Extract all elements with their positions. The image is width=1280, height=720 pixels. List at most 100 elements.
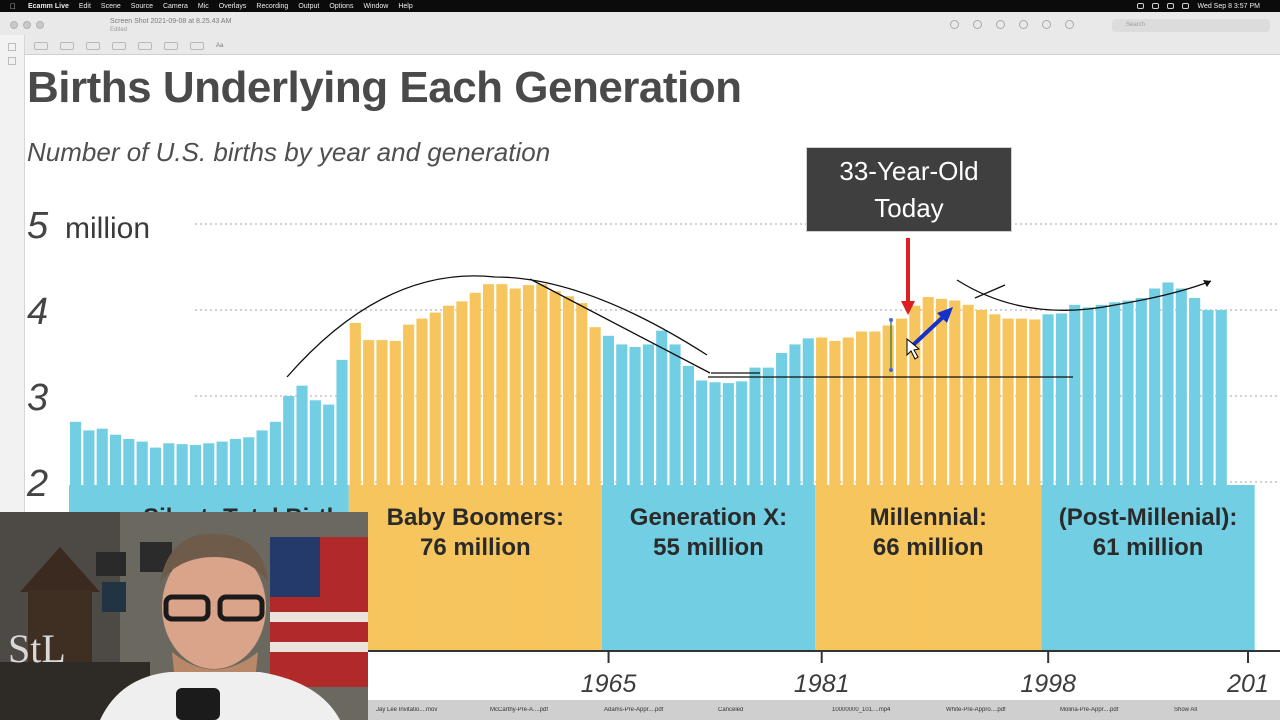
bar: [816, 337, 828, 651]
bar: [869, 331, 881, 651]
zoom-out-icon[interactable]: [950, 20, 959, 29]
bar: [629, 346, 641, 651]
bar: [456, 301, 468, 651]
wifi-icon[interactable]: [1152, 3, 1160, 9]
sidebar-back-icon[interactable]: [8, 43, 16, 51]
download-item[interactable]: 10000000_101....mp4: [832, 707, 891, 713]
control-center-icon[interactable]: [1182, 3, 1190, 9]
menu-help[interactable]: Help: [398, 2, 413, 10]
download-item[interactable]: White-Pre-Appro....pdf: [946, 707, 1006, 713]
download-item[interactable]: McCarthy-Pre-A....pdf: [490, 707, 549, 713]
markup-toggle-icon[interactable]: [1065, 20, 1074, 29]
bar: [1055, 313, 1067, 651]
markup-pen-icon[interactable]: [1019, 20, 1028, 29]
zoom-in-icon[interactable]: [973, 20, 982, 29]
bar: [443, 305, 455, 651]
bar: [776, 353, 788, 651]
download-item[interactable]: Canceled: [718, 707, 744, 713]
bar: [1162, 282, 1174, 651]
bar: [962, 304, 974, 651]
bar: [562, 296, 575, 651]
fill-color-icon[interactable]: [190, 42, 204, 50]
bar: [469, 292, 481, 651]
bar: [403, 324, 415, 651]
window-actions: [950, 20, 1074, 29]
bar: [1189, 297, 1201, 651]
x-tick-label: 1965: [581, 670, 637, 698]
spotlight-icon[interactable]: [1167, 3, 1175, 9]
bar: [949, 300, 961, 651]
bar: [935, 298, 948, 651]
bar: [749, 367, 761, 651]
annotation-lines: [286, 238, 1212, 378]
generation-label: Baby Boomers:: [387, 504, 564, 531]
generation-count-label: 76 million: [420, 534, 531, 561]
shapes-tool-icon[interactable]: [60, 42, 74, 50]
share-icon[interactable]: [996, 20, 1005, 29]
mouse-cursor-icon: [906, 337, 921, 360]
y-tick-label: 5: [27, 205, 49, 247]
apple-icon[interactable]: : [10, 2, 20, 11]
bar: [989, 314, 1001, 651]
boomer-arc-annotation: [286, 275, 708, 378]
bar: [536, 284, 548, 651]
download-item[interactable]: Molina-Pre-Appr....pdf: [1060, 707, 1119, 713]
adjust-color-icon[interactable]: [112, 42, 126, 50]
generation-count-label: 61 million: [1093, 534, 1204, 561]
menu-edit[interactable]: Edit: [78, 2, 91, 10]
generation-label: (Post-Millenial):: [1059, 504, 1238, 531]
close-window-button[interactable]: [10, 21, 18, 29]
menu-options[interactable]: Options: [329, 2, 354, 10]
shape-style-icon[interactable]: [138, 42, 152, 50]
bar: [975, 310, 988, 651]
search-input[interactable]: Search: [1112, 19, 1270, 32]
menu-window[interactable]: Window: [363, 2, 389, 10]
download-item[interactable]: Jay Lee Invitatio....mov: [376, 707, 438, 713]
menu-app-name[interactable]: Ecamm Live: [28, 2, 69, 10]
bar: [363, 340, 375, 651]
show-all-button[interactable]: Show All: [1174, 707, 1198, 713]
decline-line-annotation: [529, 278, 711, 374]
text-style-button[interactable]: Aa: [216, 43, 224, 49]
generation-count-label: 66 million: [873, 534, 984, 561]
selection-tool-icon[interactable]: [34, 42, 48, 50]
menu-scene[interactable]: Scene: [100, 2, 121, 10]
bar: [416, 318, 428, 651]
bar: [829, 340, 841, 651]
measure-handle-icon: [889, 318, 893, 322]
menu-mic[interactable]: Mic: [197, 2, 209, 10]
border-color-icon[interactable]: [164, 42, 178, 50]
menu-output[interactable]: Output: [298, 2, 320, 10]
red-arrow-head-icon: [901, 301, 915, 315]
bar: [842, 337, 854, 651]
bar: [602, 335, 615, 651]
menu-overlays[interactable]: Overlays: [218, 2, 247, 10]
menu-camera[interactable]: Camera: [162, 2, 188, 10]
generation-label: Generation X:: [630, 504, 787, 531]
rotate-icon[interactable]: [1042, 20, 1051, 29]
minimize-window-button[interactable]: [23, 21, 31, 29]
bar: [509, 288, 521, 651]
bar: [376, 340, 388, 651]
zoom-window-button[interactable]: [36, 21, 44, 29]
short-line-annotation: [974, 284, 1006, 299]
bar: [349, 322, 361, 651]
bar: [589, 327, 601, 651]
sidebar-grid-icon[interactable]: [8, 57, 16, 65]
callout-line-1: 33-Year-Old: [839, 156, 979, 186]
age-callout-box[interactable]: 33-Year-Old Today: [806, 147, 1012, 232]
download-item[interactable]: Adams-Pre-Appr....pdf: [604, 707, 664, 713]
bar: [696, 380, 708, 651]
bar: [1135, 297, 1147, 651]
bar: [1175, 288, 1187, 651]
menu-clock[interactable]: Wed Sep 8 3:57 PM: [1197, 2, 1260, 10]
bluetooth-icon[interactable]: [1137, 3, 1145, 9]
bar: [789, 344, 801, 651]
menu-recording[interactable]: Recording: [256, 2, 289, 10]
y-tick-label: 3: [27, 377, 48, 419]
window-toolbar: Screen Shot 2021-09-08 at 8.25.43 AM Edi…: [0, 12, 1280, 55]
bar: [1109, 302, 1121, 651]
sign-tool-icon[interactable]: [86, 42, 100, 50]
menu-source[interactable]: Source: [130, 2, 153, 10]
